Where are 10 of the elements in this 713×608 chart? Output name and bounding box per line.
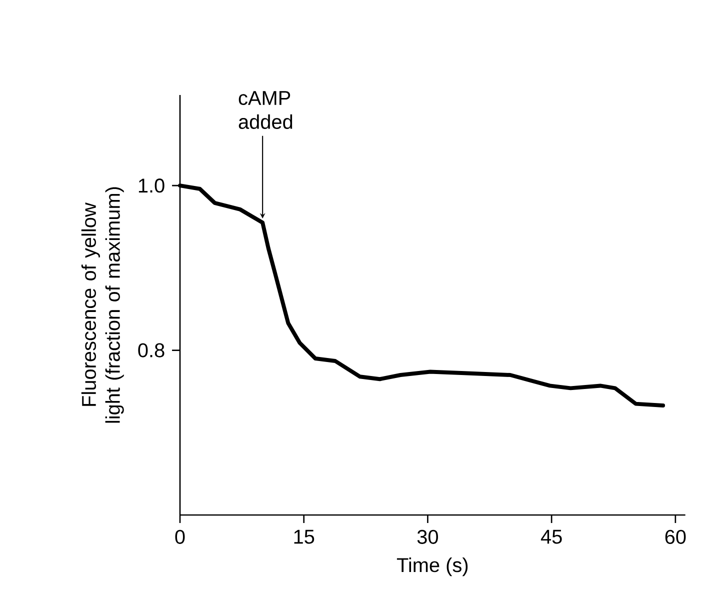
- x-tick-label: 45: [540, 530, 562, 544]
- x-tick-label: 60: [665, 530, 686, 544]
- x-tick-label: 15: [294, 530, 314, 544]
- y-tick-label: 0.8: [138, 343, 164, 358]
- x-axis-title: Time (s): [396, 558, 468, 576]
- x-tick-label: 0: [175, 530, 185, 544]
- x-tick-label: 30: [417, 530, 438, 544]
- y-tick-label: 1.0: [138, 178, 164, 193]
- annotation: cAMP added: [238, 91, 292, 129]
- y-axis-title: Fluorescence of yellow light (fraction of maximum): [81, 187, 124, 423]
